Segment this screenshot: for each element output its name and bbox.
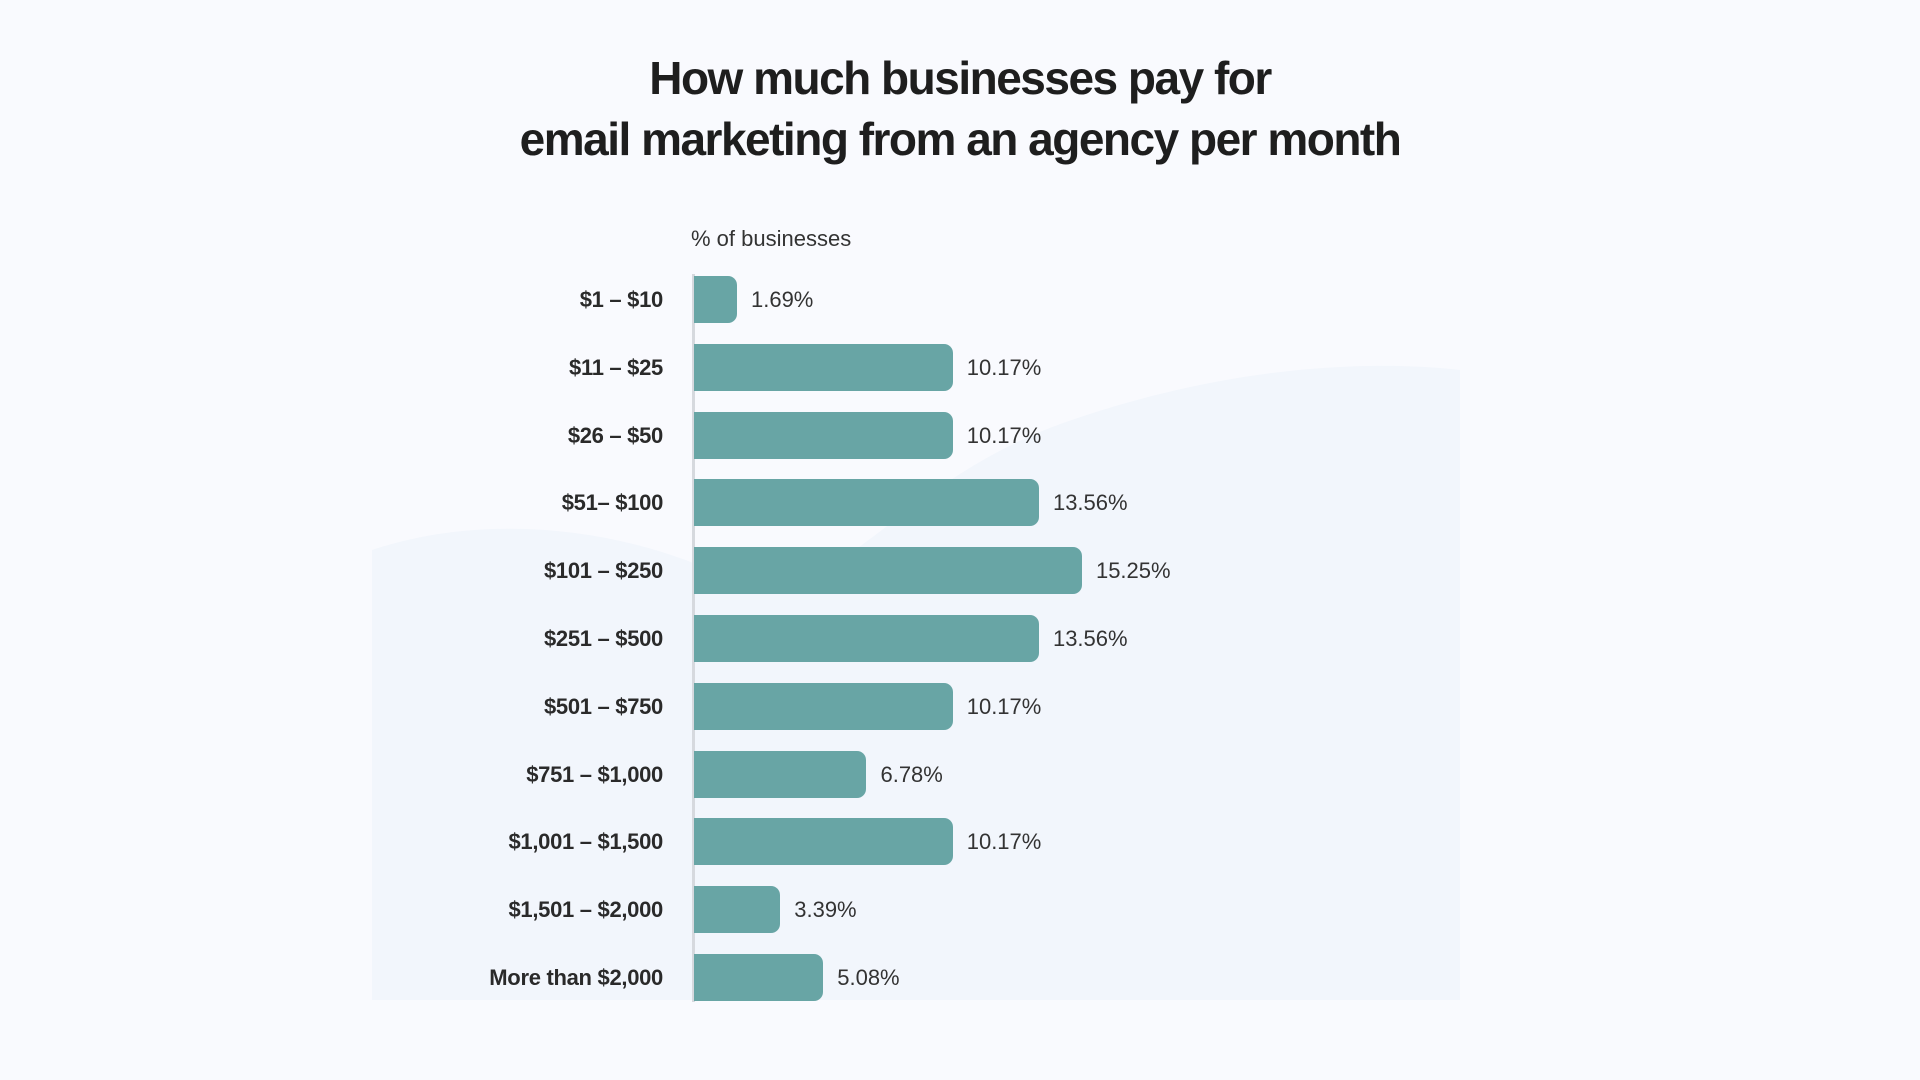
category-label: $11 – $25	[569, 354, 663, 380]
category-label: $501 – $750	[543, 693, 663, 719]
category-label: More than $2,000	[489, 965, 663, 990]
bar	[694, 750, 867, 798]
value-label: 10.17%	[966, 693, 1042, 719]
bar-row: $1,501 – $2,000 3.39%	[0, 886, 1920, 934]
axis-label: % of businesses	[691, 226, 852, 251]
y-axis-line	[692, 274, 695, 1002]
value-label: 5.08%	[837, 965, 900, 990]
bar	[694, 954, 824, 1001]
value-label: 3.39%	[794, 897, 857, 923]
bar-row: $501 – $750 10.17%	[0, 682, 1920, 730]
bar	[694, 343, 953, 391]
bar	[694, 276, 737, 323]
chart-title-line-1: How much businesses pay for	[649, 52, 1272, 104]
bar	[694, 479, 1039, 527]
chart-title-line-2: email marketing from an agency per month	[519, 113, 1402, 165]
bar-row: $1 – $10 1.69%	[0, 276, 1920, 323]
category-label: $26 – $50	[567, 422, 663, 448]
category-label: $751 – $1,000	[526, 761, 663, 787]
bar-row: More than $2,000 5.08%	[0, 954, 1920, 1001]
category-label: $1 – $10	[579, 287, 664, 312]
value-label: 10.17%	[966, 354, 1042, 380]
value-label: 10.17%	[966, 829, 1042, 855]
bar-row: $51– $100 13.56%	[0, 479, 1920, 527]
bar	[694, 682, 953, 730]
bar-row: $101 – $250 15.25%	[0, 547, 1920, 595]
bar	[694, 411, 953, 459]
bar-row: $11 – $25 10.17%	[0, 343, 1920, 391]
bar-row: $751 – $1,000 6.78%	[0, 750, 1920, 798]
category-label: $51– $100	[561, 490, 664, 516]
category-label: $1,001 – $1,500	[508, 829, 663, 855]
bar-row: $251 – $500 13.56%	[0, 615, 1920, 662]
bar-row: $26 – $50 10.17%	[0, 411, 1920, 459]
bar-row: $1,001 – $1,500 10.17%	[0, 818, 1920, 866]
chart-title: How much businesses pay for email market…	[0, 48, 1920, 170]
category-label: $251 – $500	[543, 626, 663, 651]
category-label: $1,501 – $2,000	[508, 897, 663, 923]
bar	[694, 886, 781, 934]
bar	[694, 818, 953, 866]
category-label: $101 – $250	[543, 558, 663, 584]
value-label: 13.56%	[1052, 490, 1128, 516]
value-label: 10.17%	[966, 422, 1042, 448]
bar	[694, 547, 1082, 595]
value-label: 15.25%	[1095, 558, 1171, 584]
value-label: 13.56%	[1052, 626, 1128, 651]
value-label: 6.78%	[880, 761, 943, 787]
bar	[694, 615, 1039, 662]
value-label: 1.69%	[750, 287, 814, 312]
